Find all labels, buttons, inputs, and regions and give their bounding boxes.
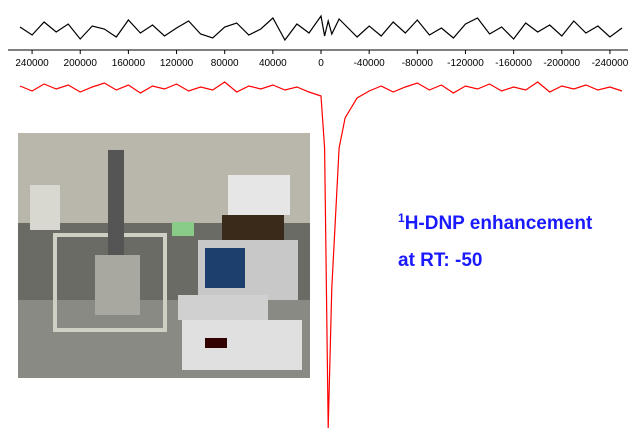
annotation: 1H-DNP enhancement <box>398 211 593 234</box>
spectrum-line <box>19 81 623 429</box>
x-tick-label: -120000 <box>447 58 484 69</box>
annotation: at RT: -50 <box>398 250 482 271</box>
x-tick-label: 120000 <box>160 58 194 69</box>
x-tick-label: 240000 <box>15 58 49 69</box>
x-tick-label: -40000 <box>354 58 386 69</box>
x-tick-label: -80000 <box>402 58 434 69</box>
x-tick-label: -200000 <box>543 58 580 69</box>
x-tick-label: 160000 <box>112 58 146 69</box>
x-tick-label: 80000 <box>211 58 239 69</box>
x-tick-label: -240000 <box>592 58 629 69</box>
spectrum-line <box>19 14 623 42</box>
x-tick-label: 40000 <box>259 58 287 69</box>
lab-photo <box>18 133 310 378</box>
x-tick-label: -160000 <box>495 58 532 69</box>
x-tick-label: 0 <box>318 58 324 69</box>
x-tick-label: 200000 <box>64 58 98 69</box>
